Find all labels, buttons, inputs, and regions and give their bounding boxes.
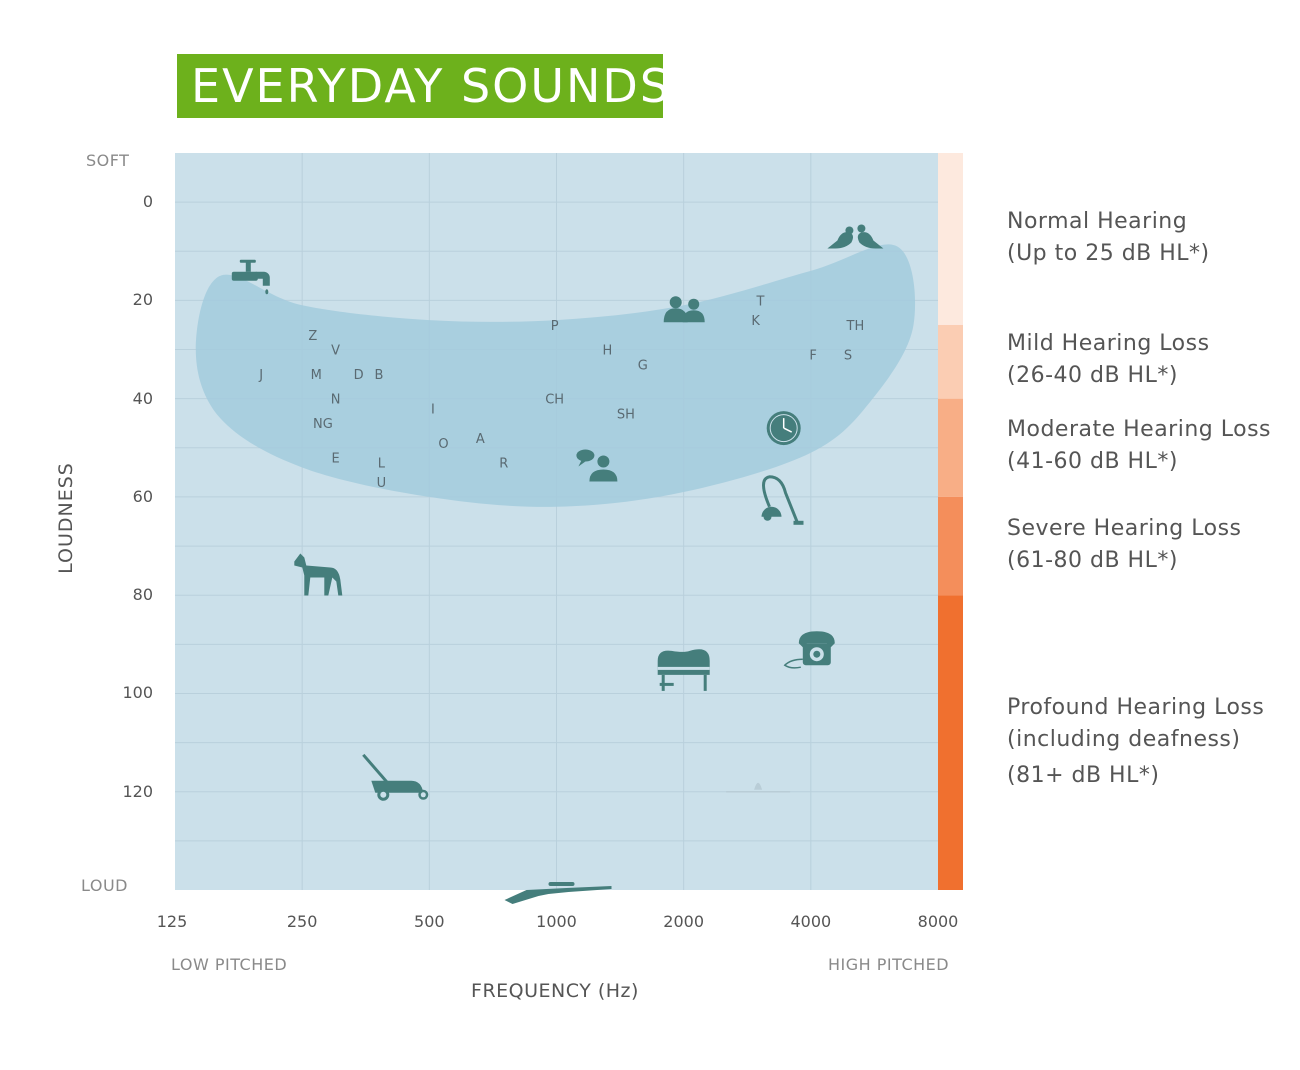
- chart-title: EVERYDAY SOUNDS: [191, 59, 672, 113]
- phoneme-k: K: [751, 314, 760, 329]
- phoneme-z: Z: [308, 329, 317, 344]
- phoneme-i: I: [431, 402, 435, 417]
- phoneme-ng: NG: [313, 417, 333, 432]
- telephone-ringing-icon: [783, 631, 835, 669]
- phoneme-e: E: [332, 452, 340, 467]
- phoneme-th: TH: [846, 319, 865, 334]
- dog-barking-icon: [294, 553, 343, 596]
- people-talking-icon: [663, 296, 705, 323]
- phoneme-p: P: [551, 319, 559, 334]
- y-tick-label: 100: [122, 683, 153, 703]
- phoneme-r: R: [499, 457, 508, 472]
- legend-profound-range: (81+ dB HL*): [1007, 763, 1160, 788]
- legend-severe-range: (61-80 dB HL*): [1007, 548, 1178, 573]
- phoneme-l: L: [378, 457, 386, 472]
- soft-label: SOFT: [86, 151, 130, 170]
- phoneme-f: F: [809, 348, 816, 363]
- legend-normal-range: (Up to 25 dB HL*): [1007, 241, 1210, 266]
- phoneme-h: H: [603, 344, 613, 359]
- x-tick-label: 4000: [790, 912, 832, 931]
- legend-normal-name: Normal Hearing: [1007, 209, 1188, 234]
- high-pitched-label: HIGH PITCHED: [828, 955, 950, 974]
- phoneme-o: O: [438, 437, 448, 452]
- x-tick-label: 1000: [536, 912, 577, 931]
- phoneme-s: S: [844, 348, 852, 363]
- phoneme-a: A: [476, 432, 485, 447]
- legend-profound-note: (including deafness): [1007, 727, 1241, 752]
- legend-severe-name: Severe Hearing Loss: [1007, 516, 1242, 541]
- legend-mild-range: (26-40 dB HL*): [1007, 363, 1178, 388]
- y-tick-label: 0: [142, 192, 153, 212]
- legend-profound-name: Profound Hearing Loss: [1007, 695, 1265, 720]
- y-tick-label: 20: [132, 290, 153, 310]
- y-tick-label: 120: [122, 781, 153, 801]
- y-tick-label: 60: [132, 486, 153, 506]
- phoneme-n: N: [331, 393, 341, 408]
- legend-mild-name: Mild Hearing Loss: [1007, 331, 1210, 356]
- legend-severe: Severe Hearing Loss (61-80 dB HL*): [1007, 513, 1242, 577]
- x-tick-label: 8000: [917, 912, 959, 931]
- speech-banana-area: [195, 244, 916, 507]
- legend-normal: Normal Hearing (Up to 25 dB HL*): [1007, 206, 1210, 270]
- low-pitched-label: LOW PITCHED: [171, 955, 288, 974]
- rifle-icon: [504, 882, 612, 904]
- piano-icon: [657, 649, 710, 691]
- legend-moderate-name: Moderate Hearing Loss: [1007, 417, 1271, 442]
- hearing-band-4: [938, 595, 963, 890]
- loud-label: LOUD: [81, 876, 128, 895]
- phoneme-u: U: [377, 476, 387, 491]
- chart-title-box: EVERYDAY SOUNDS: [177, 54, 669, 118]
- phoneme-sh: SH: [617, 407, 635, 422]
- hearing-band-1: [938, 324, 963, 399]
- phoneme-v: V: [331, 344, 340, 359]
- hearing-band-3: [938, 496, 963, 596]
- dripping-faucet-icon: [231, 259, 270, 295]
- hearing-band-0: [938, 153, 963, 325]
- x-tick-label: 2000: [663, 912, 705, 931]
- phoneme-g: G: [638, 358, 648, 373]
- x-tick-label: 250: [286, 912, 318, 931]
- phoneme-d: D: [354, 368, 364, 383]
- person-speaking-icon: [576, 449, 618, 482]
- phoneme-m: M: [311, 368, 322, 383]
- phoneme-ch: CH: [545, 393, 564, 408]
- phoneme-j: J: [258, 368, 263, 383]
- y-axis-title: LOUDNESS: [55, 462, 77, 574]
- y-tick-label: 40: [132, 388, 153, 408]
- x-tick-label: 125: [156, 912, 188, 931]
- legend-moderate: Moderate Hearing Loss (41-60 dB HL*): [1007, 414, 1271, 478]
- hearing-band-2: [938, 398, 963, 497]
- clock-ticking-icon: [766, 411, 801, 446]
- legend-profound: Profound Hearing Loss (including deafnes…: [1007, 692, 1264, 792]
- vacuum-cleaner-icon: [761, 475, 804, 525]
- airplane-icon: [726, 782, 791, 793]
- phoneme-b: B: [375, 368, 384, 383]
- legend-moderate-range: (41-60 dB HL*): [1007, 449, 1178, 474]
- x-axis-title: FREQUENCY (Hz): [471, 980, 639, 1002]
- lawn-mower-icon: [362, 753, 429, 801]
- phoneme-t: T: [756, 294, 765, 309]
- x-tick-label: 500: [414, 912, 445, 931]
- legend-mild: Mild Hearing Loss (26-40 dB HL*): [1007, 328, 1210, 392]
- birds-chirping-icon: [827, 224, 884, 249]
- y-tick-label: 80: [132, 585, 153, 605]
